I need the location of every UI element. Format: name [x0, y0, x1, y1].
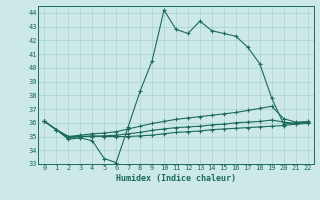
X-axis label: Humidex (Indice chaleur): Humidex (Indice chaleur) [116, 174, 236, 183]
